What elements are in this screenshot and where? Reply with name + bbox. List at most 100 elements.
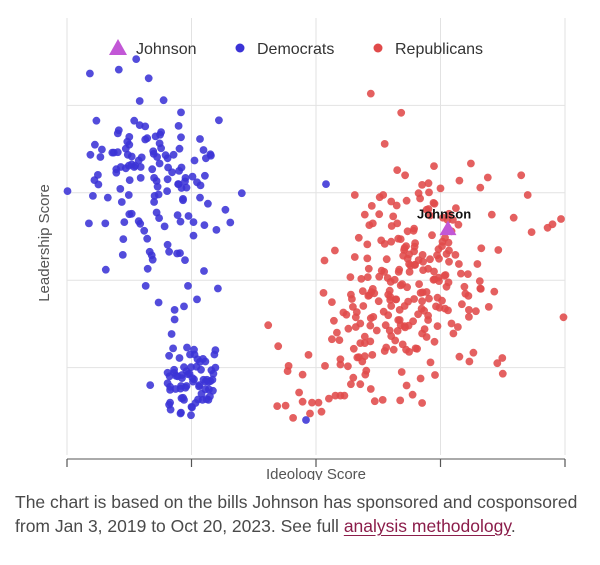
- caption-end: .: [510, 516, 516, 536]
- democrats-point: [127, 160, 136, 169]
- republicans-point: [330, 316, 338, 325]
- republicans-point: [431, 371, 439, 379]
- democrats-point: [135, 121, 144, 129]
- republicans-point: [441, 233, 449, 242]
- democrats-point: [211, 363, 220, 372]
- democrats-point: [121, 164, 130, 173]
- republicans-point: [382, 255, 391, 264]
- democrats-point: [86, 69, 94, 78]
- republicans-point: [392, 295, 401, 304]
- republicans-point: [374, 297, 383, 306]
- republicans-point: [402, 196, 411, 205]
- republicans-point: [401, 323, 409, 332]
- republicans-point: [387, 332, 396, 340]
- democrats-point: [208, 375, 217, 384]
- republicans-point: [444, 278, 453, 287]
- republicans-point: [426, 211, 434, 220]
- democrats-point: [125, 210, 134, 219]
- democrats-point: [205, 385, 213, 394]
- republicans-point: [331, 246, 339, 255]
- democrats-point: [169, 150, 178, 159]
- democrats-point: [189, 218, 198, 227]
- republicans-point: [409, 226, 418, 235]
- republicans-point: [465, 313, 473, 321]
- republicans-point: [328, 335, 336, 344]
- democrats-point: [165, 247, 174, 256]
- republicans-point: [328, 298, 336, 306]
- democrats-point: [179, 195, 187, 203]
- democrats-point: [63, 187, 72, 196]
- republicans-point: [370, 397, 379, 406]
- republicans-point: [424, 179, 433, 188]
- republicans-point: [487, 210, 496, 219]
- democrats-point: [159, 96, 168, 105]
- democrats-point: [154, 298, 163, 307]
- republicans-point: [400, 302, 409, 310]
- republicans-point: [425, 188, 433, 197]
- republicans-point: [454, 220, 463, 229]
- republicans-point: [372, 326, 381, 335]
- democrats-point: [165, 351, 174, 360]
- democrats-point: [150, 192, 159, 200]
- democrats-point: [177, 133, 185, 142]
- democrats-point: [200, 267, 208, 275]
- republicans-point: [416, 289, 425, 297]
- legend-johnson-icon: [109, 39, 127, 55]
- democrats-point: [114, 126, 123, 135]
- democrats-point: [183, 343, 191, 352]
- republicans-point: [264, 321, 273, 330]
- republicans-point: [320, 256, 329, 265]
- republicans-point: [419, 266, 427, 274]
- democrats-point: [226, 218, 235, 227]
- scatter-points: Johnson: [63, 55, 568, 424]
- republicans-point: [493, 359, 502, 368]
- democrats-point: [189, 231, 198, 240]
- republicans-point: [426, 358, 435, 367]
- democrats-point: [188, 172, 197, 181]
- republicans-point: [380, 268, 389, 276]
- republicans-point: [393, 166, 402, 175]
- republicans-point: [375, 272, 384, 281]
- republicans-point: [366, 89, 375, 98]
- republicans-point: [442, 250, 451, 258]
- democrats-point: [86, 150, 95, 159]
- johnson-marker: [439, 220, 457, 236]
- republicans-point: [559, 313, 568, 322]
- democrats-point: [193, 295, 201, 304]
- democrats-point: [214, 284, 222, 293]
- democrats-point: [123, 137, 132, 146]
- republicans-point: [433, 322, 442, 330]
- republicans-point: [360, 332, 369, 341]
- legend: Johnson Democrats Republicans: [109, 39, 483, 58]
- democrats-point: [302, 416, 310, 424]
- republicans-point: [402, 381, 411, 390]
- democrats-point: [200, 221, 209, 230]
- republicans-point: [475, 277, 484, 285]
- republicans-point: [289, 414, 297, 422]
- democrats-point: [155, 214, 164, 223]
- republicans-point: [380, 347, 389, 355]
- republicans-point: [426, 255, 434, 264]
- democrats-point: [173, 211, 182, 220]
- republicans-point: [413, 344, 421, 353]
- republicans-point: [458, 300, 466, 309]
- democrats-point: [174, 122, 183, 130]
- republicans-point: [394, 268, 403, 276]
- republicans-point: [403, 283, 411, 292]
- republicans-point: [346, 273, 355, 281]
- republicans-point: [405, 260, 413, 268]
- democrats-point: [141, 282, 150, 290]
- republicans-point: [418, 329, 426, 338]
- democrats-point: [160, 222, 169, 231]
- democrats-point: [119, 235, 128, 244]
- republicans-point: [368, 219, 377, 228]
- republicans-point: [339, 308, 348, 317]
- democrats-point: [163, 240, 172, 249]
- methodology-link[interactable]: analysis methodology: [343, 516, 511, 536]
- democrats-point: [322, 180, 330, 189]
- republicans-point: [410, 242, 419, 251]
- republicans-point: [357, 275, 366, 283]
- democrats-point: [166, 386, 175, 394]
- democrats-point: [101, 219, 110, 228]
- republicans-point: [415, 280, 423, 288]
